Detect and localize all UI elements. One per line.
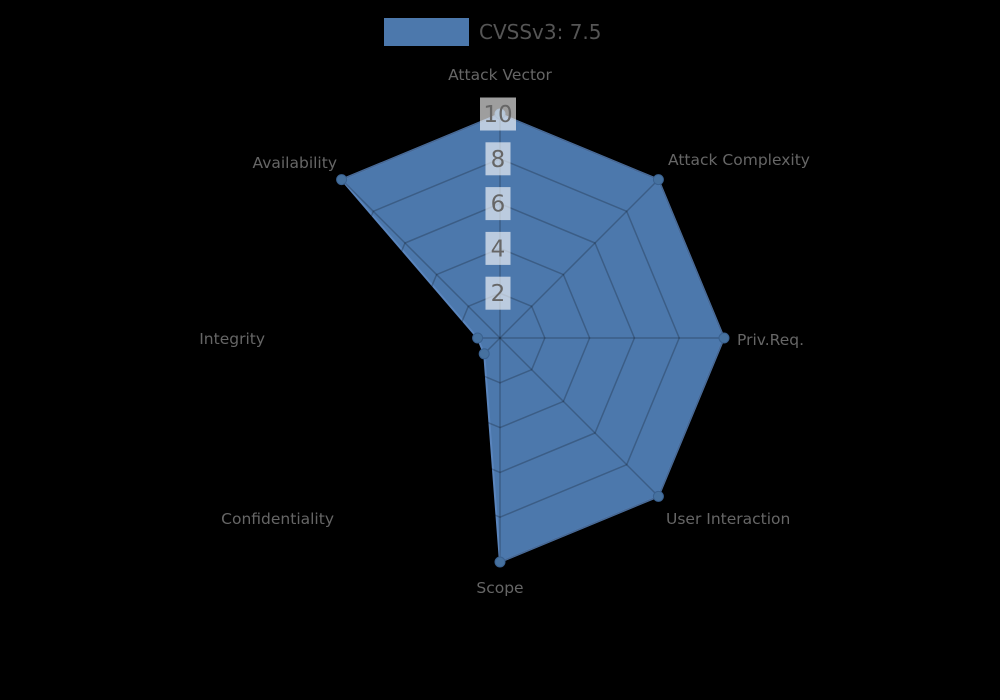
tick-backdrop bbox=[485, 187, 511, 221]
grid-spoke bbox=[341, 337, 501, 497]
tick-label: 4 bbox=[491, 236, 506, 262]
data-point bbox=[472, 332, 484, 344]
data-point bbox=[652, 174, 664, 186]
data-point bbox=[652, 490, 664, 502]
legend-swatch bbox=[384, 18, 469, 46]
tick-label: 8 bbox=[491, 147, 506, 173]
legend: CVSSv3: 7.5 bbox=[384, 18, 602, 46]
grid-ring bbox=[319, 157, 681, 519]
legend-label: CVSSv3: 7.5 bbox=[479, 20, 602, 44]
grid-spoke bbox=[499, 179, 659, 339]
tick-label: 10 bbox=[483, 102, 512, 128]
data-point bbox=[478, 348, 490, 360]
axis-label-availability: Availability bbox=[253, 154, 338, 172]
axis-label-user-interaction: User Interaction bbox=[666, 510, 790, 528]
tick-label: 6 bbox=[491, 192, 506, 218]
axis-label-priv-req: Priv.Req. bbox=[737, 331, 804, 349]
tick-backdrop bbox=[480, 97, 516, 131]
axis-label-attack-vector: Attack Vector bbox=[448, 66, 552, 84]
tick-backdrop bbox=[485, 142, 511, 176]
data-point bbox=[718, 332, 730, 344]
grid-ring bbox=[454, 292, 546, 384]
grid-spoke bbox=[499, 337, 659, 497]
grid-spoke bbox=[341, 179, 501, 339]
axis-label-scope: Scope bbox=[476, 579, 523, 597]
axis-label-confidentiality: Confidentiality bbox=[221, 510, 334, 528]
axis-label-integrity: Integrity bbox=[199, 330, 265, 348]
tick-backdrop bbox=[485, 276, 511, 310]
data-point bbox=[336, 174, 348, 186]
grid-ring bbox=[364, 202, 636, 474]
tick-label: 2 bbox=[491, 281, 506, 307]
axis-label-attack-complexity: Attack Complexity bbox=[668, 151, 810, 169]
data-point bbox=[494, 556, 506, 568]
grid-ring bbox=[409, 247, 591, 429]
tick-backdrop bbox=[485, 231, 511, 265]
